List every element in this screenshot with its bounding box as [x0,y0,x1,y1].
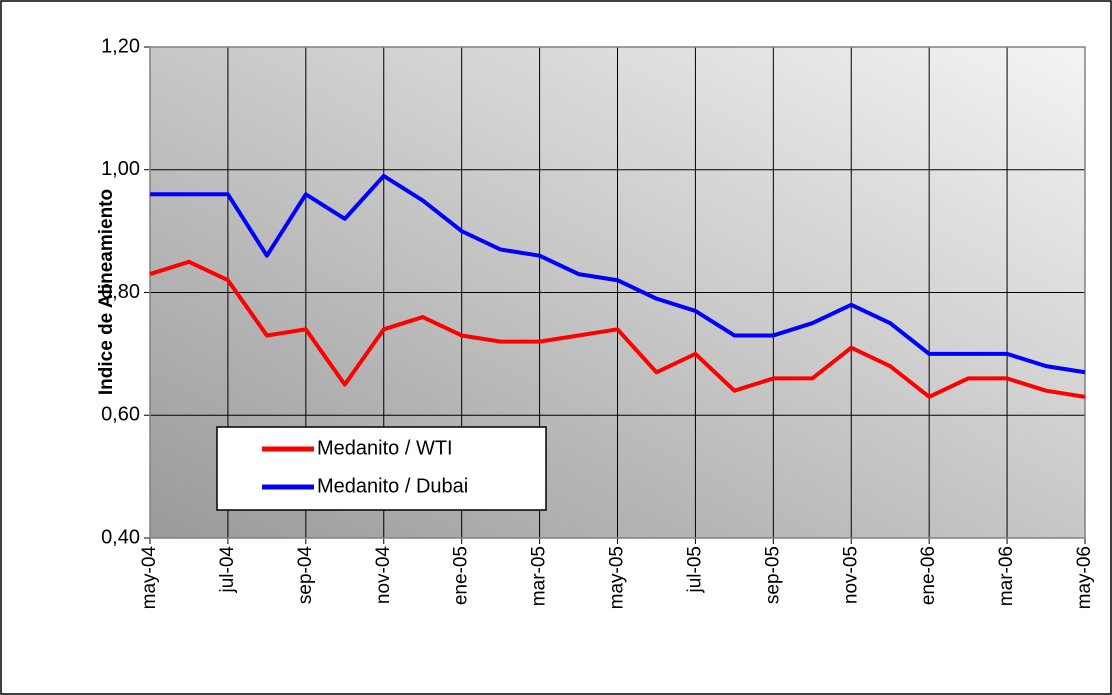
x-tick-label: mar-05 [529,546,550,606]
x-tick-label: may-04 [139,546,160,610]
x-tick-label: may-05 [607,546,628,609]
x-tick-label: may-06 [1074,546,1095,609]
y-tick-label: 1,20 [101,35,140,57]
x-tick-label: sep-05 [762,546,783,604]
x-tick-label: ene-06 [918,546,939,605]
x-tick-label: mar-06 [996,546,1017,606]
x-tick-label: jul-05 [684,546,705,593]
y-tick-label: 0,80 [101,281,140,303]
y-tick-label: 0,60 [101,404,140,426]
legend-box [216,426,547,511]
y-tick-label: 0,40 [101,526,140,548]
x-tick-label: sep-04 [295,546,316,605]
series-line [149,259,1086,399]
x-tick-label: ene-05 [451,546,472,605]
plot-frame [149,46,1086,539]
y-tick-label: 1,00 [101,158,140,180]
legend-label: Medanito / Dubai [317,475,468,497]
x-tick-label: nov-04 [373,546,394,605]
x-tick-label: nov-05 [840,546,861,604]
x-tick-label: jul-04 [217,546,238,594]
legend-label: Medanito / WTI [317,437,453,459]
series-line [150,173,1086,375]
y-axis-label: Indice de Alineamiento [96,189,117,395]
